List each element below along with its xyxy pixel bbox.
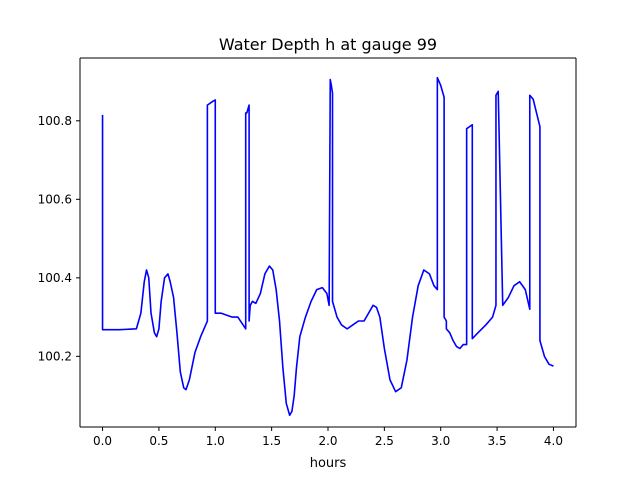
x-tick-label: 3.5: [488, 434, 507, 448]
series-line-0: [101, 76, 554, 417]
x-tick-label: 1.5: [262, 434, 281, 448]
x-tick-label: 1.0: [206, 434, 225, 448]
y-tick-label: 100.2: [38, 349, 72, 363]
x-tick-label: 0.0: [93, 434, 112, 448]
x-tick-label: 0.5: [149, 434, 168, 448]
x-tick-label: 2.0: [318, 434, 337, 448]
y-tick-label: 100.6: [38, 192, 72, 206]
y-axis-ticks: 100.2 100.4 100.6 100.8: [38, 114, 80, 363]
plot-area: [80, 58, 576, 427]
y-tick-label: 100.4: [38, 271, 72, 285]
series-layer: [101, 76, 554, 417]
x-tick-label: 4.0: [544, 434, 563, 448]
y-tick-label: 100.8: [38, 114, 72, 128]
chart-title: Water Depth h at gauge 99: [219, 35, 437, 54]
x-tick-label: 3.0: [431, 434, 450, 448]
x-axis-label: hours: [310, 456, 347, 471]
x-tick-label: 2.5: [375, 434, 394, 448]
x-axis-ticks: 0.0 0.5 1.0 1.5 2.0 2.5 3.0 3.5 4.0: [93, 427, 563, 448]
